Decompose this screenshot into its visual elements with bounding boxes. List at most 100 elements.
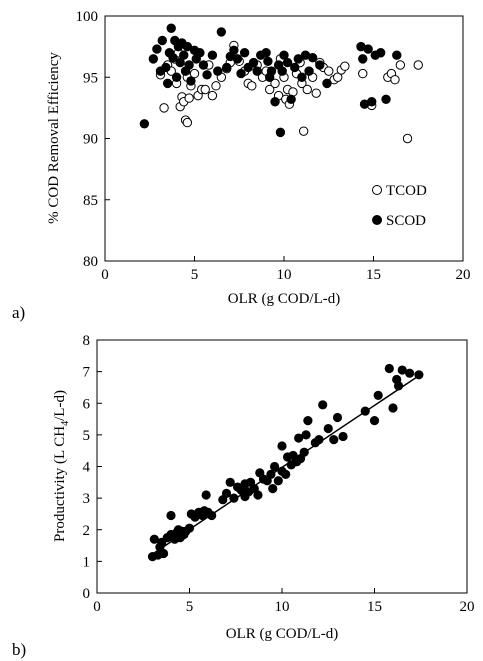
tcod-point [333,72,343,82]
tcod-point [340,61,350,71]
scod-point [182,41,193,52]
productivity-point [294,433,304,443]
scod-point [392,50,402,60]
panel-b-y-label-suffix: /L-d) [52,390,68,421]
panel-a-label: a) [12,303,25,322]
scod-point [293,54,304,64]
productivity-point [384,363,394,374]
y-tick-label: 7 [83,365,91,381]
scod-point [248,57,259,68]
panel-b-label: b) [12,640,26,659]
panel-b-y-label-sub: 4 [60,421,71,426]
tcod-point [311,88,321,98]
panel-a-x-ticks: 0 5 10 15 20 [101,256,471,283]
productivity-point [338,431,348,442]
legend-scod-label: SCOD [386,213,426,229]
scod-point [222,62,232,73]
productivity-point [397,365,407,375]
panel-a-y-axis-label: % COD Removal Efficiency [46,52,62,224]
tcod-point [200,84,210,95]
productivity-point [405,368,415,378]
panel-b-y-label-prefix: Productivity (L CH [52,426,68,542]
tcod-series [155,40,423,144]
scod-point [236,68,246,79]
scod-point [168,52,178,63]
productivity-point [159,548,169,559]
tcod-point [189,68,200,79]
scod-point [375,48,386,58]
productivity-point [281,469,291,480]
legend: TCOD SCOD [372,183,427,229]
productivity-point [149,534,159,544]
y-tick-label: 1 [83,554,91,570]
y-tick-label: 2 [83,523,91,539]
productivity-point [207,510,217,521]
scod-point [216,27,227,37]
productivity-point [393,381,404,391]
productivity-point [277,441,287,451]
tcod-point [247,81,257,91]
tcod-point [402,133,413,144]
productivity-point [369,416,380,426]
scod-point [179,50,189,60]
panel-b-y-axis-label: Productivity (L CH4/L-d) [52,390,71,542]
y-tick-label: 80 [83,254,98,270]
x-tick-label: 15 [367,599,382,615]
scod-point [363,44,373,54]
scod-point [322,78,332,89]
scod-point [148,54,159,64]
scod-point [304,66,314,76]
y-tick-label: 90 [83,132,98,148]
y-tick-label: 4 [83,460,91,476]
panel-b-y-ticks: 0 1 2 3 4 5 6 7 8 [83,333,102,602]
scod-point [229,45,239,55]
x-tick-label: 10 [275,599,290,615]
productivity-point [221,488,232,498]
productivity-point [166,510,176,521]
productivity-point [301,430,311,440]
tcod-point [184,93,194,103]
tcod-point [207,90,218,101]
tcod-point [159,103,169,113]
x-tick-label: 0 [101,267,109,283]
y-tick-label: 85 [83,193,98,209]
productivity-point [414,370,424,380]
scod-point [195,48,205,58]
tcod-point [390,75,400,85]
scod-point [307,52,318,63]
productivity-point [329,435,339,445]
x-tick-label: 5 [191,267,199,283]
productivity-point [373,390,383,400]
scod-point [266,66,277,76]
panel-a-x-axis-label: OLR (g COD/L-d) [228,291,341,307]
scod-point [275,127,286,138]
x-tick-label: 15 [366,267,381,283]
productivity-point [299,447,309,457]
scod-point [286,94,296,105]
x-tick-label: 20 [456,267,471,283]
scod-point [297,72,307,82]
scod-point [157,35,167,46]
scod-point [207,50,218,60]
tcod-point [395,60,406,70]
scod-point [263,56,273,67]
scod-point [282,57,293,68]
x-tick-label: 10 [277,267,292,283]
productivity-point [314,435,324,445]
tcod-point [298,126,309,136]
tcod-point [324,66,334,76]
productivity-point [184,523,195,533]
scod-point [261,48,271,58]
scod-point [315,60,325,70]
scod-point [277,66,287,76]
scod-point [270,97,280,107]
productivity-point [201,490,211,500]
x-tick-label: 0 [93,599,101,615]
y-tick-label: 0 [83,586,91,602]
panel-b-x-ticks: 0 5 10 15 20 [93,588,475,615]
productivity-point [270,461,280,472]
scod-point [202,70,212,80]
x-tick-label: 5 [186,599,194,615]
scod-point [161,62,171,73]
